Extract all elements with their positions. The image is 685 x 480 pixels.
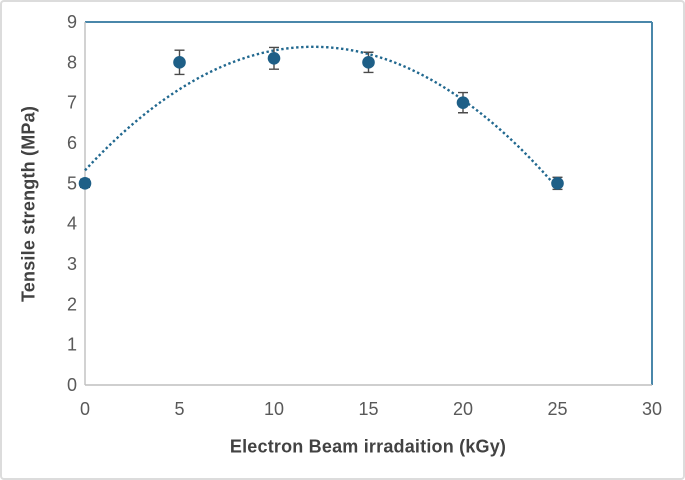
x-tick-label: 25 <box>547 399 567 419</box>
data-points <box>78 52 564 190</box>
y-tick-label: 6 <box>67 133 77 153</box>
data-point-marker <box>456 96 470 109</box>
trendline-dotted <box>84 45 559 189</box>
y-tick-label: 5 <box>67 173 77 193</box>
x-tick-label: 5 <box>174 399 184 419</box>
y-tick-label: 0 <box>67 375 77 395</box>
data-point-marker <box>267 52 281 65</box>
y-tick-label: 7 <box>67 93 77 113</box>
data-point-marker <box>362 56 375 69</box>
data-point-marker <box>551 177 564 190</box>
axis-lines <box>84 22 652 386</box>
data-point-marker <box>173 56 186 69</box>
y-tick-label: 4 <box>67 214 77 234</box>
trendline-path <box>84 45 559 189</box>
y-tick-label: 1 <box>67 335 77 355</box>
y-tick-label: 9 <box>67 12 77 32</box>
data-point-marker <box>78 177 92 190</box>
x-axis-title: Electron Beam irradaition (kGy) <box>229 436 507 457</box>
x-tick-label: 30 <box>642 399 662 419</box>
x-tick-label: 0 <box>80 399 90 419</box>
y-tick-label: 8 <box>67 52 77 72</box>
y-axis-title: Tensile strength (MPa) <box>18 105 39 303</box>
y-tick-label: 3 <box>67 254 77 274</box>
y-tick-label: 2 <box>67 294 77 314</box>
x-tick-labels: 0 5 10 15 20 25 30 <box>80 399 662 419</box>
error-bars <box>80 46 563 191</box>
plot-border <box>85 21 653 385</box>
x-tick-label: 15 <box>358 399 378 419</box>
y-tick-labels: 0 1 2 3 4 5 6 7 8 9 <box>67 12 77 395</box>
x-tick-label: 10 <box>264 399 284 419</box>
x-tick-label: 20 <box>453 399 473 419</box>
